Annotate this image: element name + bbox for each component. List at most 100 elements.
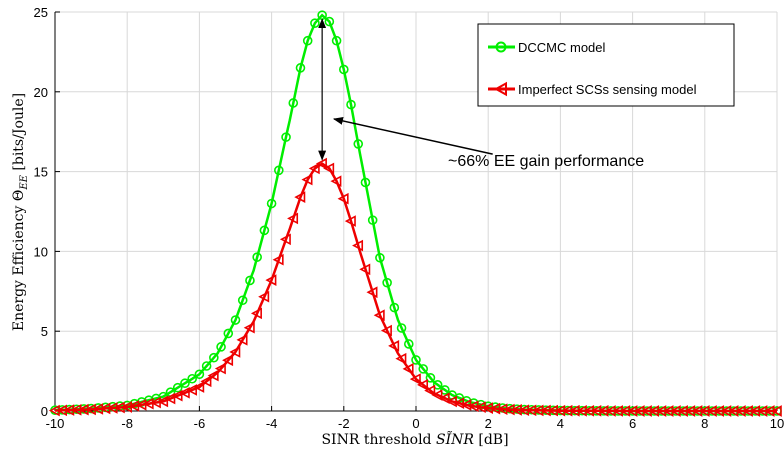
legend: DCCMC model Imperfect SCSs sensing model	[477, 23, 735, 107]
data-point-imperfect	[337, 192, 349, 205]
data-point-dccmc	[230, 315, 241, 325]
data-point-imperfect	[265, 274, 277, 286]
data-point-imperfect	[301, 173, 313, 186]
data-point-dccmc	[201, 361, 212, 371]
data-point-imperfect	[431, 389, 443, 401]
data-point-dccmc	[375, 252, 385, 263]
data-point-dccmc	[302, 35, 313, 46]
data-point-dccmc	[440, 385, 450, 395]
data-point-imperfect	[287, 212, 299, 225]
data-point-dccmc	[411, 355, 421, 365]
x-tick-label: 8	[701, 416, 708, 431]
legend-item-dccmc: DCCMC model	[488, 40, 606, 55]
data-point-imperfect	[279, 233, 291, 246]
data-point-dccmc	[259, 225, 270, 236]
data-point-dccmc	[425, 373, 436, 383]
y-tick-label: 25	[34, 5, 48, 20]
data-point-dccmc	[194, 369, 205, 380]
y-tick-label: 20	[34, 85, 48, 100]
annotation-text: ~66% EE gain performance	[448, 153, 644, 170]
y-tick-label: 5	[41, 324, 48, 339]
data-point-dccmc	[367, 215, 378, 225]
data-point-imperfect	[178, 386, 190, 399]
x-tick-label: -4	[266, 416, 278, 431]
data-point-imperfect	[395, 352, 407, 365]
data-point-dccmc	[403, 339, 414, 349]
data-point-dccmc	[432, 380, 443, 390]
data-point-imperfect	[258, 290, 270, 303]
data-point-imperfect	[243, 321, 255, 334]
data-point-dccmc	[209, 352, 219, 363]
data-point-imperfect	[164, 392, 176, 405]
y-tick-label: 15	[34, 165, 48, 180]
data-point-imperfect	[380, 324, 392, 337]
data-point-dccmc	[245, 275, 255, 286]
data-point-imperfect	[330, 175, 342, 188]
data-point-dccmc	[418, 364, 429, 374]
data-point-imperfect	[424, 384, 436, 397]
x-tick-label: 0	[412, 416, 419, 431]
data-point-dccmc	[187, 373, 197, 384]
data-point-imperfect	[157, 395, 169, 408]
data-point-imperfect	[323, 162, 335, 175]
data-point-dccmc	[396, 323, 407, 333]
data-point-dccmc	[353, 139, 364, 149]
data-point-dccmc	[223, 328, 234, 339]
data-point-dccmc	[389, 302, 400, 313]
legend-marker-dccmc	[495, 41, 507, 53]
data-point-imperfect	[207, 369, 219, 382]
x-tick-label: 6	[629, 416, 636, 431]
data-point-dccmc	[266, 198, 277, 209]
data-point-imperfect	[373, 309, 385, 322]
x-ticks: -10 -8 -6 -4 -2 0 2 4 6 8 10	[46, 406, 784, 431]
legend-label-imperfect: Imperfect SCSs sensing model	[518, 82, 697, 97]
series-layer	[48, 10, 782, 417]
data-point-imperfect	[193, 381, 205, 393]
data-point-imperfect	[250, 307, 262, 320]
legend-label-dccmc: DCCMC model	[518, 40, 606, 55]
data-point-imperfect	[417, 378, 429, 391]
data-point-dccmc	[180, 378, 190, 389]
data-point-imperfect	[438, 392, 450, 405]
data-point-imperfect	[294, 191, 306, 203]
data-point-imperfect	[402, 363, 414, 375]
x-tick-label: -2	[338, 416, 350, 431]
data-point-imperfect	[388, 340, 400, 352]
annotation	[318, 18, 493, 161]
x-tick-label: 4	[557, 416, 564, 431]
callout-arrow	[332, 116, 493, 155]
data-point-imperfect	[445, 395, 457, 408]
data-point-imperfect	[352, 239, 364, 252]
x-tick-label: -10	[46, 416, 65, 431]
y-tick-label: 0	[41, 404, 48, 419]
data-point-imperfect	[344, 215, 356, 227]
y-tick-label: 10	[34, 244, 48, 259]
legend-item-imperfect: Imperfect SCSs sensing model	[488, 81, 697, 97]
x-tick-label: 2	[485, 416, 492, 431]
data-point-dccmc	[172, 382, 183, 393]
data-point-dccmc	[382, 277, 392, 288]
legend-box	[477, 23, 735, 107]
data-point-imperfect	[308, 162, 320, 175]
data-point-dccmc	[281, 132, 291, 142]
data-point-dccmc	[237, 295, 248, 306]
data-point-imperfect	[200, 375, 212, 388]
data-point-imperfect	[229, 346, 241, 358]
x-tick-label: -6	[194, 416, 206, 431]
data-point-dccmc	[360, 177, 371, 188]
x-tick-label: -8	[121, 416, 133, 431]
data-point-imperfect	[185, 384, 197, 396]
y-ticks: 0 5 10 15 20 25	[34, 5, 60, 419]
data-point-dccmc	[288, 98, 299, 108]
x-axis-label: SINR threshold SĨNR [dB]	[321, 430, 508, 448]
data-point-imperfect	[171, 389, 183, 402]
x-tick-label: 10	[770, 416, 784, 431]
data-point-imperfect	[222, 354, 234, 367]
data-point-imperfect	[409, 373, 421, 385]
series-imperfect	[48, 157, 782, 417]
data-point-imperfect	[236, 333, 248, 346]
data-point-imperfect	[272, 253, 284, 266]
data-point-imperfect	[214, 362, 226, 375]
data-point-dccmc	[346, 99, 356, 110]
